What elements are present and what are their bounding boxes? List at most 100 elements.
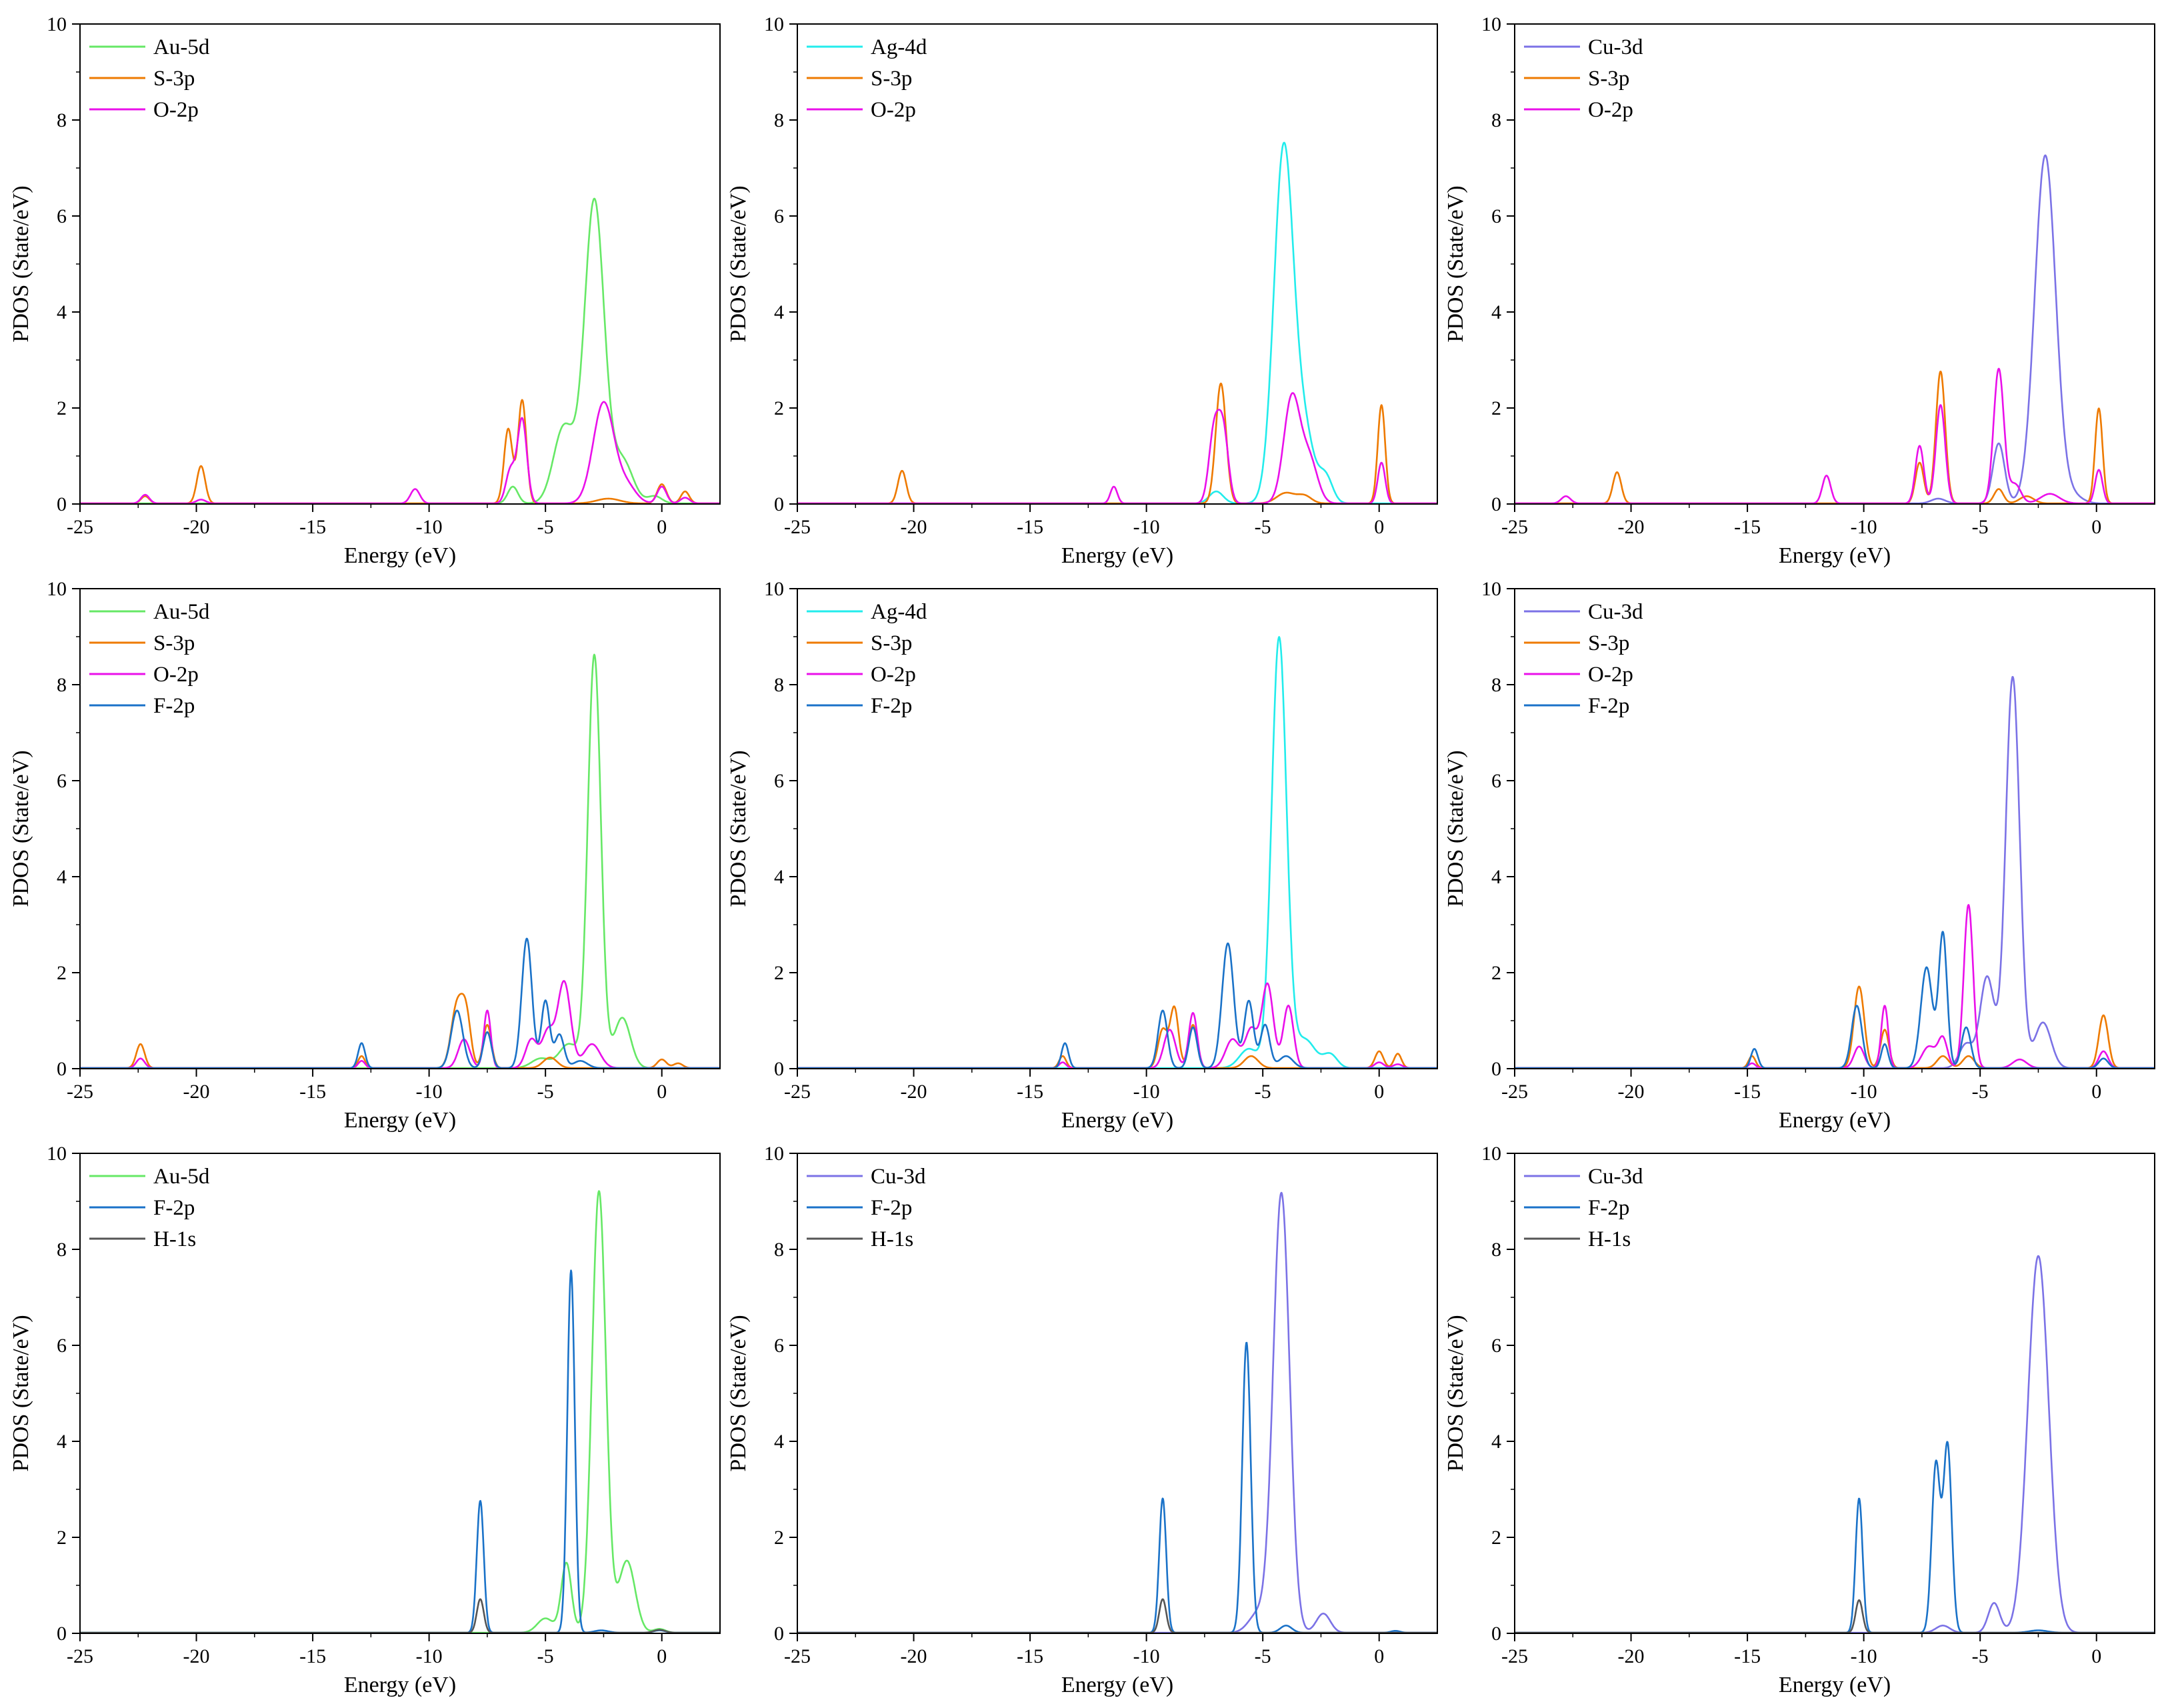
x-tick-label: -15 — [1734, 516, 1761, 538]
y-axis-title: PDOS (State/eV) — [9, 185, 33, 342]
y-tick-label: 4 — [1491, 866, 1501, 888]
x-tick-label: -5 — [537, 1645, 554, 1667]
series-line-o-2p — [797, 982, 1437, 1069]
series-line-o-2p — [80, 401, 720, 504]
x-tick-label: -15 — [299, 516, 326, 538]
y-tick-label: 0 — [1491, 493, 1501, 515]
y-tick-label: 6 — [57, 1335, 67, 1357]
legend-label: S-3p — [1588, 67, 1629, 91]
y-tick-label: 6 — [57, 770, 67, 792]
legend: Au-5d F-2p H-1s — [89, 1165, 210, 1251]
y-tick-label: 10 — [1481, 13, 1501, 35]
y-axis-title: PDOS (State/eV) — [1443, 1315, 1468, 1471]
y-tick-label: 8 — [774, 1239, 784, 1261]
legend: Au-5d S-3p O-2p — [89, 35, 210, 122]
legend-label: F-2p — [871, 1196, 912, 1220]
x-tick-label: -15 — [1734, 1645, 1761, 1667]
y-tick-label: 6 — [774, 770, 784, 792]
pdos-panel-7: -25 -20 -15 -10 -5 0 0 2 4 6 8 10 Energy (eV) PDOS (S… — [9, 1143, 721, 1697]
series-group — [1515, 1255, 2155, 1633]
x-tick-label: -25 — [784, 1081, 811, 1103]
pdos-panel-5: -25 -20 -15 -10 -5 0 0 2 4 6 8 10 Energy (eV) PDOS (S… — [726, 578, 1438, 1133]
x-tick-label: -20 — [1618, 1081, 1645, 1103]
legend: Ag-4d S-3p O-2p — [807, 35, 927, 122]
x-axis-title: Energy (eV) — [1779, 543, 1891, 568]
series-line-ag-4d — [797, 141, 1437, 504]
y-tick-label: 2 — [1491, 397, 1501, 419]
pdos-panel-1: -25 -20 -15 -10 -5 0 0 2 4 6 8 10 Energy (eV) PDOS (S… — [9, 13, 721, 568]
legend-label: Cu-3d — [871, 1165, 926, 1189]
series-line-cu-3d — [1515, 154, 2155, 504]
series-line-f-2p — [1515, 931, 2155, 1069]
pdos-panel-3: -25 -20 -15 -10 -5 0 0 2 4 6 8 10 Energy (eV) PDOS (S… — [1443, 13, 2155, 568]
y-tick-label: 8 — [774, 674, 784, 696]
legend-label: O-2p — [871, 98, 916, 122]
x-tick-label: -15 — [299, 1081, 326, 1103]
x-axis-title: Energy (eV) — [1061, 543, 1173, 568]
series-line-cu-3d — [797, 1191, 1437, 1633]
legend: Au-5d S-3p O-2p F-2p — [89, 600, 210, 718]
y-tick-label: 0 — [774, 1058, 784, 1080]
legend-label: H-1s — [1588, 1227, 1631, 1251]
series-line-f-2p — [1515, 1441, 2155, 1633]
series-group — [1515, 676, 2155, 1069]
legend: Cu-3d S-3p O-2p — [1524, 35, 1643, 122]
x-tick-label: -5 — [537, 516, 554, 538]
x-axis-title: Energy (eV) — [344, 543, 456, 568]
series-group — [80, 197, 720, 504]
x-tick-label: 0 — [1374, 1645, 1384, 1667]
y-tick-label: 8 — [1491, 109, 1501, 131]
legend-label: O-2p — [1588, 663, 1633, 687]
series-line-o-2p — [1515, 367, 2155, 504]
plot-frame — [79, 588, 721, 1069]
x-axis-title: Energy (eV) — [344, 1673, 456, 1697]
y-tick-label: 4 — [57, 301, 67, 323]
x-tick-label: -25 — [1501, 1081, 1528, 1103]
legend-label: H-1s — [871, 1227, 913, 1251]
legend-label: Cu-3d — [1588, 600, 1643, 624]
legend-label: O-2p — [871, 663, 916, 687]
x-tick-label: -10 — [416, 1081, 443, 1103]
x-axis-title: Energy (eV) — [1061, 1673, 1173, 1697]
legend-label: Au-5d — [153, 1165, 210, 1189]
y-tick-label: 8 — [57, 1239, 67, 1261]
y-tick-label: 6 — [57, 205, 67, 227]
x-axis-title: Energy (eV) — [1779, 1108, 1891, 1133]
y-tick-label: 10 — [764, 13, 784, 35]
x-tick-label: -10 — [1133, 1081, 1160, 1103]
pdos-panel-9: -25 -20 -15 -10 -5 0 0 2 4 6 8 10 Energy (eV) PDOS (S… — [1443, 1143, 2155, 1697]
y-tick-label: 8 — [1491, 674, 1501, 696]
y-tick-label: 2 — [774, 962, 784, 984]
series-line-au-5d — [80, 197, 720, 504]
series-line-h-1s — [1515, 1599, 2155, 1633]
y-axis-title: PDOS (State/eV) — [9, 750, 33, 907]
legend-label: S-3p — [153, 67, 195, 91]
y-tick-label: 4 — [774, 1431, 784, 1453]
x-axis-title: Energy (eV) — [344, 1108, 456, 1133]
legend: Cu-3d S-3p O-2p F-2p — [1524, 600, 1643, 718]
plot-frame — [1514, 588, 2155, 1069]
y-tick-label: 8 — [1491, 1239, 1501, 1261]
x-tick-label: -15 — [299, 1645, 326, 1667]
y-tick-label: 6 — [774, 1335, 784, 1357]
series-line-o-2p — [80, 980, 720, 1069]
x-tick-label: -20 — [183, 1081, 210, 1103]
x-tick-label: -20 — [901, 1645, 927, 1667]
plot-frame — [79, 23, 721, 505]
x-tick-label: -10 — [1851, 1645, 1877, 1667]
y-tick-label: 4 — [57, 1431, 67, 1453]
series-group — [797, 141, 1437, 504]
y-tick-label: 4 — [774, 866, 784, 888]
y-tick-label: 0 — [57, 1623, 67, 1645]
y-axis-title: PDOS (State/eV) — [726, 750, 751, 907]
pdos-panel-2: -25 -20 -15 -10 -5 0 0 2 4 6 8 10 Energy (eV) PDOS (S… — [726, 13, 1438, 568]
series-line-f-2p — [80, 937, 720, 1069]
series-line-f-2p — [797, 1341, 1437, 1633]
legend-label: F-2p — [153, 694, 195, 718]
plot-frame — [797, 23, 1438, 505]
y-tick-label: 4 — [774, 301, 784, 323]
series-line-o-2p — [797, 392, 1437, 504]
legend-label: S-3p — [871, 631, 912, 655]
x-tick-label: 0 — [2091, 1645, 2101, 1667]
legend-label: O-2p — [153, 98, 199, 122]
